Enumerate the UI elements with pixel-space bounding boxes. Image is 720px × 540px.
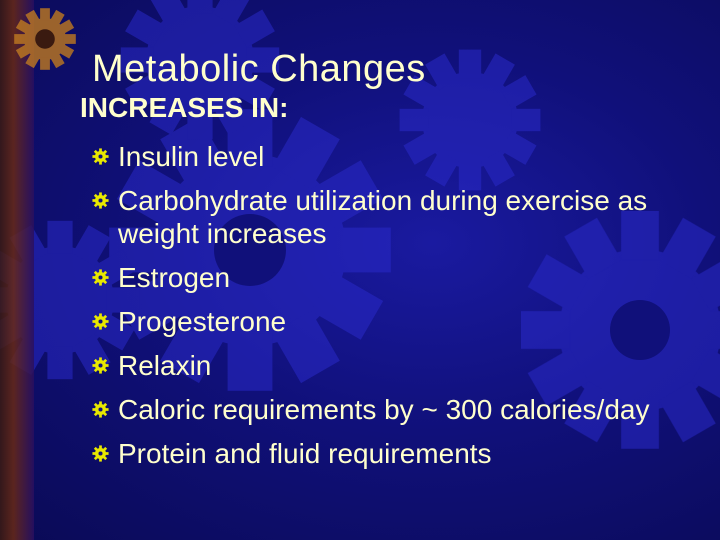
- slide-title: Metabolic Changes: [92, 48, 426, 90]
- list-item: Insulin level: [86, 140, 706, 173]
- bullet-text: Progesterone: [118, 306, 287, 337]
- bullet-text: Relaxin: [118, 350, 212, 381]
- list-item: Protein and fluid requirements: [86, 437, 706, 470]
- gear-bullet-icon: [92, 401, 109, 418]
- gear-bullet-icon: [92, 445, 109, 462]
- list-item: Caloric requirements by ~ 300 calories/d…: [86, 393, 706, 426]
- list-item: Progesterone: [86, 305, 706, 338]
- list-item: Estrogen: [86, 261, 706, 294]
- gear-bullet-icon: [92, 313, 109, 330]
- gear-bullet-icon: [92, 148, 109, 165]
- bullet-list: Insulin level Carbohydrate utilization d…: [86, 140, 706, 481]
- bullet-text: Estrogen: [118, 262, 231, 293]
- corner-gear-icon: [14, 8, 76, 70]
- gear-bullet-icon: [92, 357, 109, 374]
- list-item: Relaxin: [86, 349, 706, 382]
- list-item: Carbohydrate utilization during exercise…: [86, 184, 706, 250]
- bullet-text: Insulin level: [118, 141, 265, 172]
- left-decorative-strip: [0, 0, 34, 540]
- section-heading: INCREASES IN:: [80, 92, 289, 123]
- bullet-text: Caloric requirements by ~ 300 calories/d…: [118, 394, 650, 425]
- bullet-text: Protein and fluid requirements: [118, 438, 492, 469]
- gear-bullet-icon: [92, 269, 109, 286]
- gear-bullet-icon: [92, 192, 109, 209]
- bullet-text: Carbohydrate utilization during exercise…: [118, 185, 648, 249]
